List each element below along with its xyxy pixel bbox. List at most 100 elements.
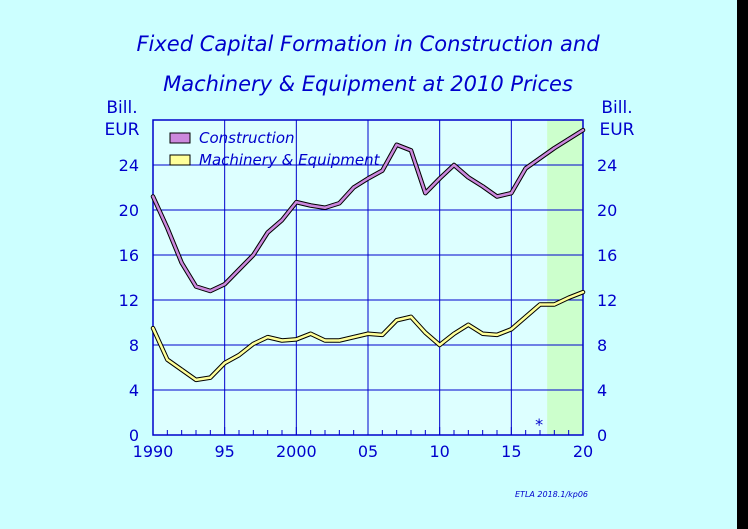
chart-title-line1: Fixed Capital Formation in Construction … <box>136 32 600 56</box>
legend-swatch-machinery <box>169 154 191 166</box>
legend-swatch-construction <box>169 132 191 144</box>
series-0-point-2017 <box>538 157 542 160</box>
series-1-point-2009 <box>424 331 427 334</box>
series-0-point-2011 <box>452 163 456 167</box>
chart-title-line2: Machinery & Equipment at 2010 Prices <box>163 72 573 96</box>
series-0-point-1992 <box>180 261 183 265</box>
x-tick-2000: 2000 <box>276 442 317 461</box>
series-0-point-2004 <box>352 186 355 189</box>
series-1-point-2020 <box>581 290 585 294</box>
y-tick-right-20: 20 <box>597 201 617 220</box>
series-1-point-2007 <box>395 319 398 322</box>
series-0-point-1994 <box>209 289 212 293</box>
series-1-point-2017 <box>538 303 542 306</box>
series-1-point-2013 <box>481 332 484 335</box>
y-tick-left-8: 8 <box>129 336 139 355</box>
series-1-point-2014 <box>495 333 499 337</box>
x-tick-95: 95 <box>214 442 234 461</box>
forecast-marker: * <box>535 415 543 434</box>
series-0-point-2008 <box>409 149 413 152</box>
series-0-point-2013 <box>481 185 484 188</box>
plot-frame <box>152 119 584 436</box>
series-0-point-2000 <box>295 200 298 204</box>
y-tick-right-8: 8 <box>597 336 607 355</box>
series-1-point-1992 <box>180 368 183 371</box>
y-tick-left-12: 12 <box>119 291 139 310</box>
series-1-point-1990 <box>151 326 155 330</box>
series-0-point-2012 <box>467 176 470 179</box>
series-0-point-2014 <box>495 195 499 198</box>
y-tick-left-4: 4 <box>129 381 139 400</box>
series-0-point-1996 <box>237 268 241 271</box>
y-tick-right-16: 16 <box>597 246 617 265</box>
y-tick-right-0: 0 <box>597 426 607 445</box>
x-tick-10: 10 <box>429 442 449 461</box>
series-1-point-1999 <box>280 339 284 342</box>
series-1-point-1998 <box>266 335 269 339</box>
series-0-point-2003 <box>338 202 341 205</box>
series-0-point-2005 <box>366 177 370 180</box>
series-0-point-2015 <box>510 191 513 195</box>
series-0-point-1991 <box>166 226 169 230</box>
series-1-point-2015 <box>510 328 513 331</box>
series-1-point-2005 <box>366 332 370 335</box>
series-1-point-1994 <box>209 376 212 379</box>
series-1-point-2010 <box>438 343 441 347</box>
series-0-point-2001 <box>309 204 312 207</box>
series-0-point-1999 <box>280 218 284 222</box>
series-0-point-1993 <box>194 285 198 288</box>
series-1-point-2001 <box>309 332 312 335</box>
series-0-point-2016 <box>524 167 527 170</box>
legend: Construction Machinery & Equipment <box>169 129 381 169</box>
y-tick-right-12: 12 <box>597 291 617 310</box>
series-1-point-2019 <box>567 296 570 299</box>
series-1-point-2002 <box>323 339 327 342</box>
series-1-point-2012 <box>467 323 470 326</box>
series-1-point-2004 <box>352 335 355 339</box>
y-tick-left-0: 0 <box>129 426 139 445</box>
left-unit-line2: EUR <box>105 120 140 140</box>
left-unit-line1: Bill. <box>106 98 137 118</box>
right-unit-line1: Bill. <box>601 98 632 118</box>
legend-label-machinery: Machinery & Equipment <box>199 151 381 169</box>
series-0-point-2009 <box>424 191 427 195</box>
series-0-point-1998 <box>266 231 269 234</box>
y-tick-right-4: 4 <box>597 381 607 400</box>
series-1-point-2011 <box>452 332 456 335</box>
series-1-point-2000 <box>295 338 298 341</box>
series-1-point-1997 <box>252 342 255 346</box>
y-tick-right-24: 24 <box>597 156 617 175</box>
plot-area <box>150 119 586 436</box>
series-1-point-2006 <box>381 333 384 337</box>
series-1-point-2008 <box>409 315 413 319</box>
series-1-point-1995 <box>223 361 226 365</box>
series-1-point-1991 <box>166 358 169 361</box>
y-tick-left-20: 20 <box>119 201 139 220</box>
series-0-point-2006 <box>381 169 384 172</box>
series-0-point-2010 <box>438 177 441 180</box>
series-0-point-1997 <box>252 253 255 257</box>
series-1-point-1996 <box>237 353 241 357</box>
series-0-point-2020 <box>581 128 585 132</box>
y-tick-left-16: 16 <box>119 246 139 265</box>
legend-label-construction: Construction <box>199 129 295 147</box>
series-0-point-2018 <box>553 146 556 150</box>
series-0-point-1995 <box>223 283 226 286</box>
series-0-point-1990 <box>151 195 155 198</box>
series-1-point-1993 <box>194 378 198 382</box>
series-0-point-2019 <box>567 137 570 141</box>
series-0-point-2007 <box>395 143 398 146</box>
x-tick-1990: 1990 <box>133 442 174 461</box>
series-1-point-2018 <box>553 303 556 306</box>
y-tick-left-24: 24 <box>119 156 139 175</box>
x-tick-15: 15 <box>501 442 521 461</box>
series-1-point-2016 <box>524 315 527 319</box>
right-unit-line2: EUR <box>600 120 635 140</box>
x-tick-20: 20 <box>573 442 593 461</box>
x-tick-05: 05 <box>358 442 378 461</box>
source-note: ETLA 2018.1/kp06 <box>515 490 588 499</box>
series-1-point-2003 <box>338 339 341 342</box>
series-0-point-2002 <box>323 206 327 209</box>
